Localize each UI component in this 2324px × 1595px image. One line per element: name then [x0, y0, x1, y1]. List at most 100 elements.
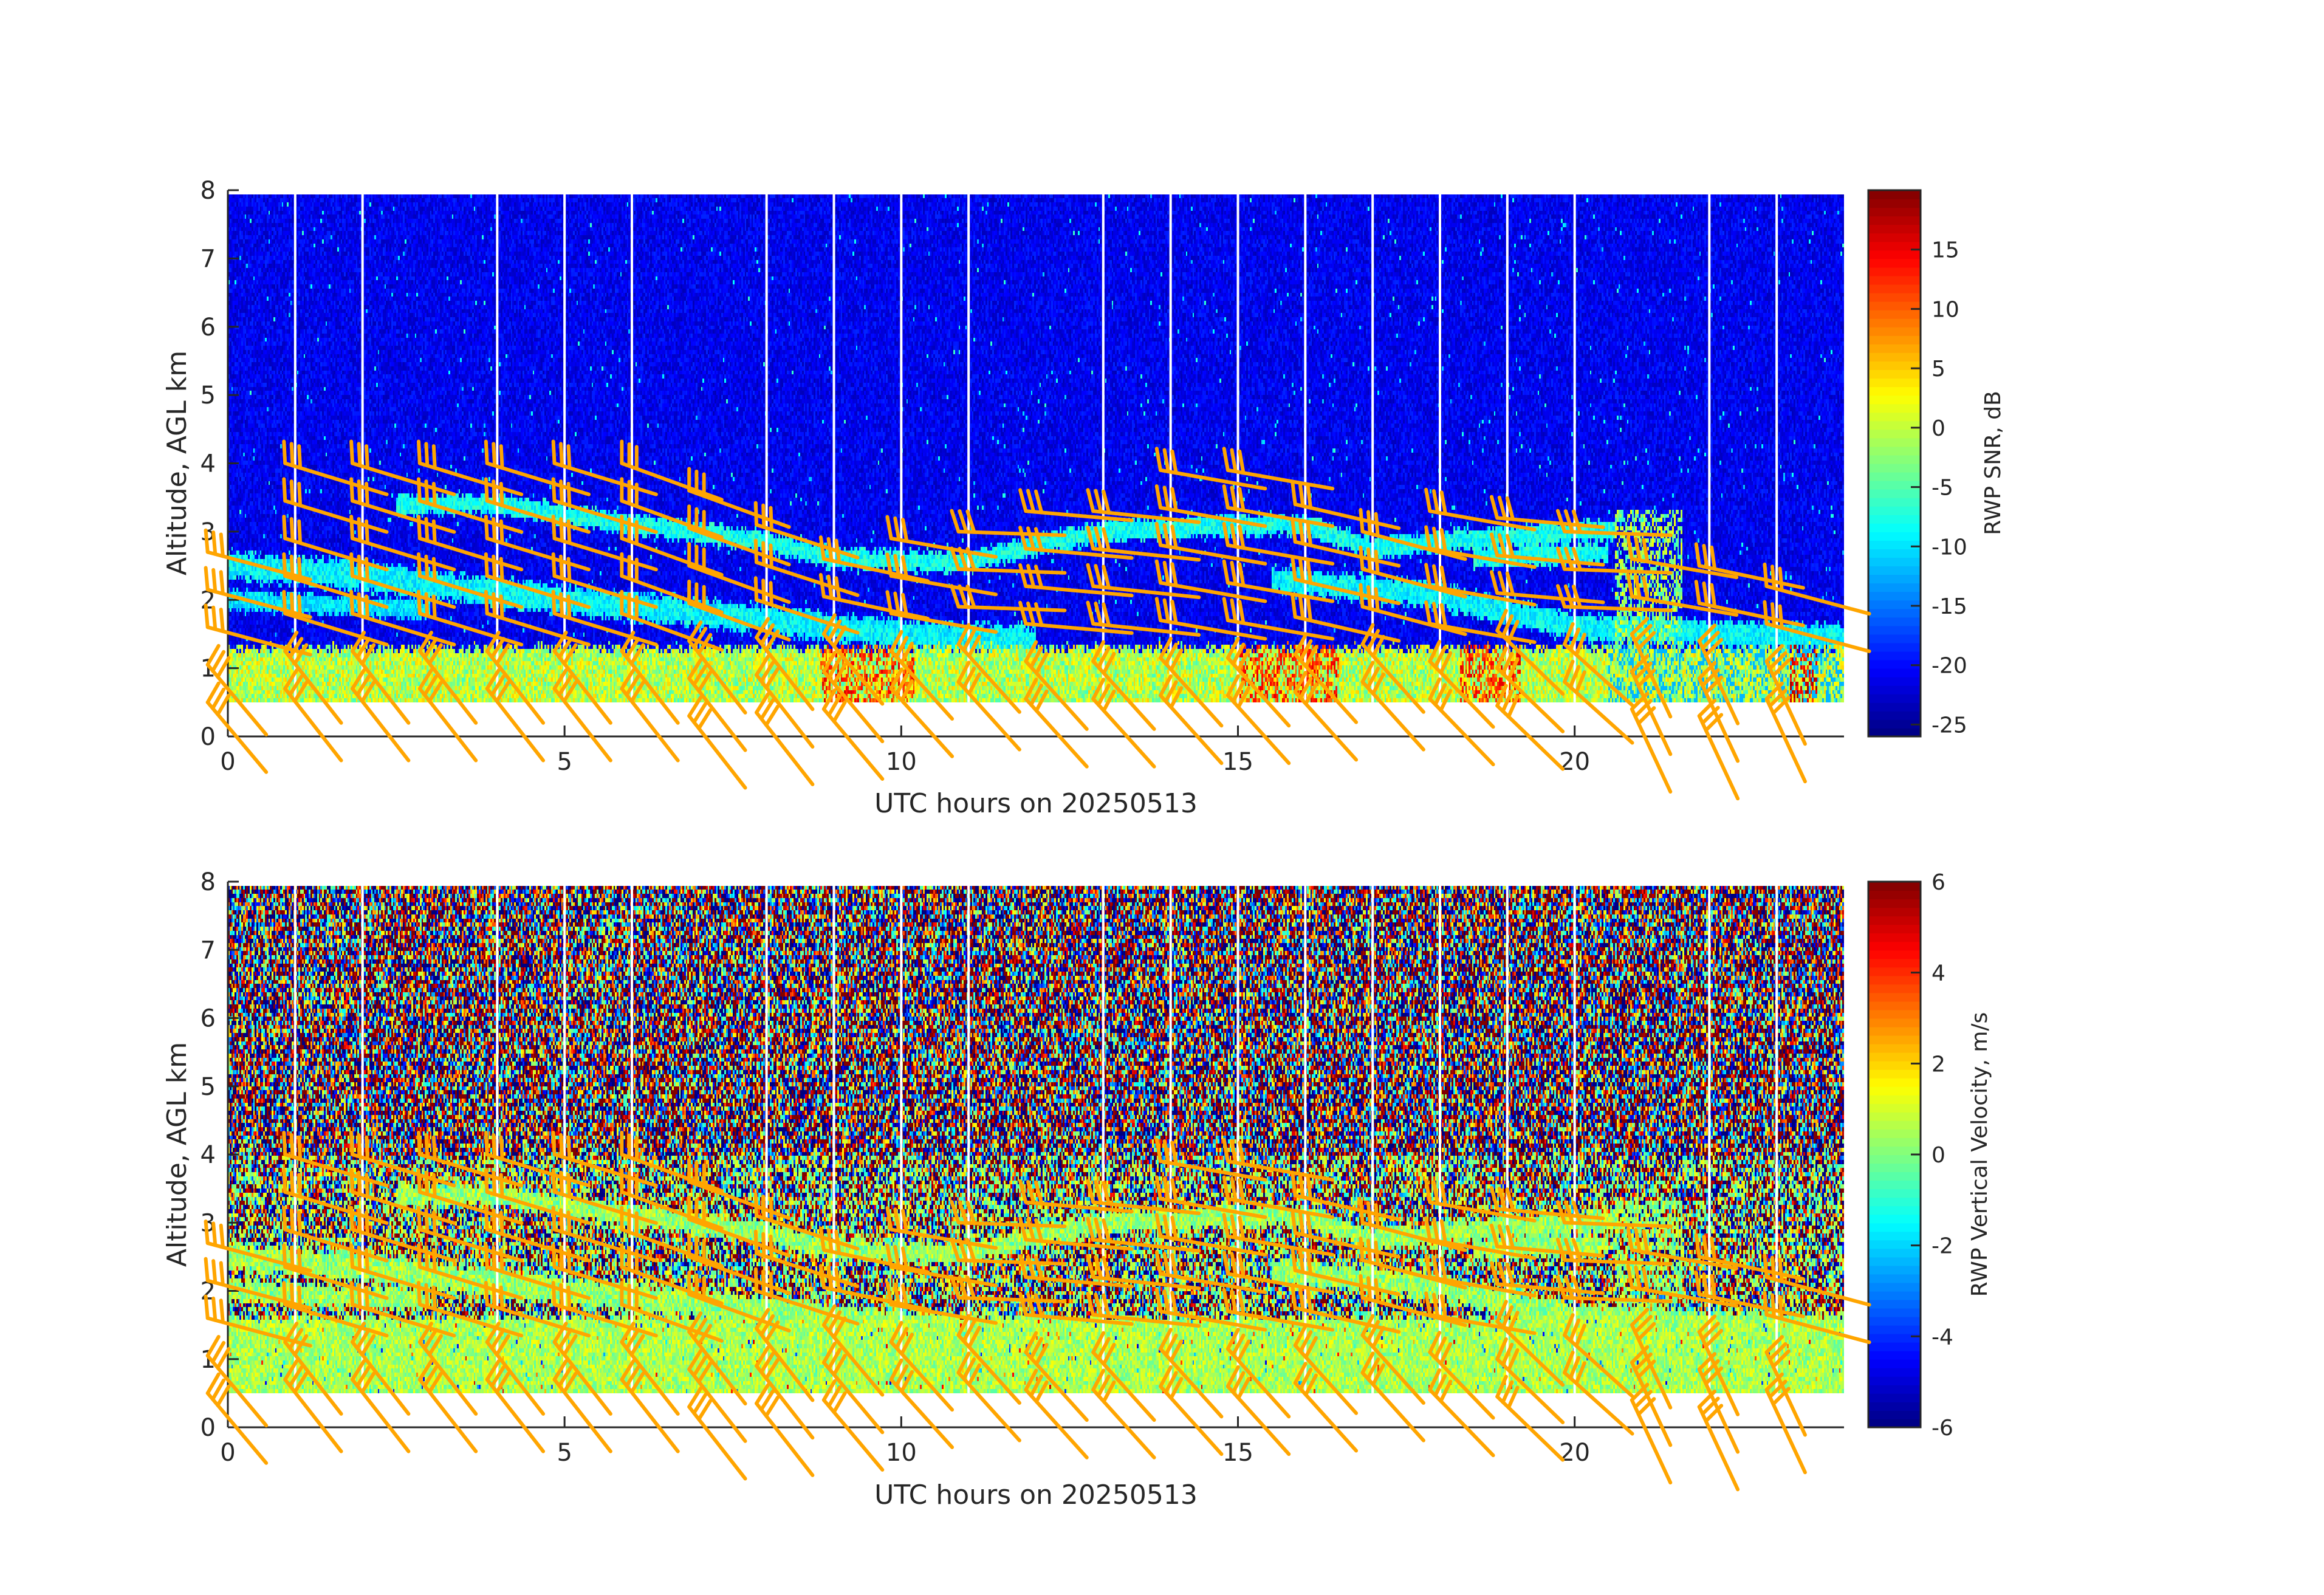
wind-barb-segment [551, 1168, 557, 1194]
snr-wind-barb [818, 572, 930, 621]
snr-wind-barb [755, 617, 815, 712]
wind-barb-segment [351, 537, 456, 572]
wind-barb-segment [219, 608, 225, 633]
wind-barb-segment [282, 589, 287, 616]
velocity-wind-barb [1424, 1216, 1537, 1260]
wind-barb-segment [1360, 1371, 1425, 1442]
wind-barb-segment [889, 1377, 955, 1449]
wind-barb-segment [204, 528, 210, 554]
wind-barb-segment [956, 660, 971, 684]
wind-barb-segment [1505, 1187, 1515, 1213]
wind-barb-segment [485, 461, 591, 496]
snr-wind-barb [282, 552, 389, 609]
wind-barb-segment [827, 619, 842, 642]
snr-wind-barb [1555, 584, 1673, 612]
wind-barb-segment [1768, 1342, 1788, 1362]
wind-barb-segment [283, 1265, 389, 1300]
wind-barb-segment [297, 1247, 303, 1274]
wind-barb-segment [1431, 602, 1440, 627]
wind-barb-segment [1497, 1187, 1507, 1212]
wind-barb-segment [1306, 1250, 1313, 1276]
snr-wind-barb [1763, 600, 1871, 653]
wind-barb-segment [901, 592, 909, 619]
wind-barb-segment [282, 1131, 287, 1156]
wind-barb-segment [1636, 706, 1656, 725]
wind-barb-segment [759, 660, 775, 684]
wind-barb-segment [1489, 570, 1500, 595]
wind-barb-segment [1555, 1237, 1567, 1262]
wind-barb-segment [821, 1398, 885, 1472]
snr-wind-barb [687, 695, 747, 790]
velocity-wind-barb [1428, 1331, 1495, 1420]
wind-barb-segment [1236, 1339, 1251, 1363]
wind-barb-segment [204, 1257, 210, 1283]
wind-barb-segment [1238, 1141, 1246, 1166]
snr-wind-barb [1293, 633, 1359, 724]
wind-barb-segment [1505, 533, 1515, 559]
wind-barb-segment [289, 516, 295, 543]
velocity-wind-barb [205, 1334, 269, 1428]
wind-barb-segment [551, 515, 557, 541]
velocity-wind-barb [1694, 1233, 1805, 1281]
wind-barb-segment [956, 623, 971, 647]
snr-colorbar-tick-label: -15 [1932, 594, 1967, 619]
wind-barb-segment [1091, 546, 1201, 562]
wind-barb-segment [1162, 560, 1170, 586]
wind-barb-segment [1768, 1379, 1788, 1399]
wind-barb-segment [894, 1326, 909, 1350]
wind-barb-segment [219, 1223, 225, 1249]
wind-barb-segment [1018, 1216, 1028, 1242]
wind-barb-segment [1102, 1293, 1111, 1319]
wind-barb-segment [289, 1246, 295, 1272]
wind-barb-segment [1633, 1390, 1653, 1409]
wind-barb-segment [1642, 1229, 1650, 1255]
wind-barb-segment [697, 633, 713, 656]
wind-barb-segment [625, 1365, 640, 1388]
wind-barb-segment [1096, 646, 1111, 670]
snr-colorbar-tick-label: -5 [1932, 476, 1953, 501]
wind-barb-segment [360, 681, 376, 703]
wind-barb-segment [1293, 1231, 1401, 1259]
velocity-wind-barb [1018, 1292, 1134, 1326]
velocity-wind-barb [1424, 1179, 1537, 1223]
wind-barb-segment [365, 519, 369, 545]
wind-barb-segment [1236, 1377, 1251, 1400]
wind-barb-segment [289, 592, 295, 618]
wind-barb-segment [1091, 640, 1106, 664]
wind-barb-segment [431, 519, 437, 545]
wind-barb-segment [1230, 485, 1238, 511]
wind-barb-segment [431, 1247, 437, 1274]
wind-barb-segment [297, 1285, 303, 1311]
wind-barb-segment [211, 1340, 226, 1364]
wind-barb-segment [283, 537, 389, 572]
wind-barb-segment [764, 1395, 780, 1418]
wind-barb-segment [1238, 562, 1246, 588]
wind-barb-segment [1568, 665, 1581, 689]
wind-barb-segment [1634, 1265, 1642, 1291]
wind-barb-segment [962, 666, 976, 690]
wind-barb-segment [551, 477, 557, 503]
velocity-wind-barb [1086, 1291, 1201, 1328]
wind-barb-segment [759, 698, 775, 721]
wind-barb-segment [360, 643, 376, 666]
wind-barb-segment [355, 637, 371, 659]
wind-barb-segment [1170, 1253, 1178, 1278]
wind-barb-segment [1238, 449, 1246, 475]
wind-barb-segment [687, 1405, 747, 1481]
snr-wind-barb [1024, 640, 1089, 731]
wind-barb-segment [1024, 697, 1089, 769]
wind-barb-segment [1495, 1207, 1605, 1221]
wind-barb-segment [552, 1153, 658, 1188]
wind-barb-segment [1091, 1238, 1201, 1253]
wind-barb-segment [416, 515, 422, 541]
wind-barb-segment [893, 1245, 901, 1271]
wind-barb-segment [297, 481, 303, 507]
wind-barb-segment [1428, 1331, 1442, 1354]
velocity-x-tick-label: 10 [886, 1439, 917, 1467]
wind-barb-segment [1489, 532, 1500, 558]
wind-barb-segment [629, 643, 645, 666]
wind-barb-segment [349, 1206, 355, 1232]
wind-barb-segment [424, 1208, 430, 1234]
wind-barb-segment [484, 1206, 489, 1232]
wind-barb-segment [1024, 1238, 1134, 1251]
